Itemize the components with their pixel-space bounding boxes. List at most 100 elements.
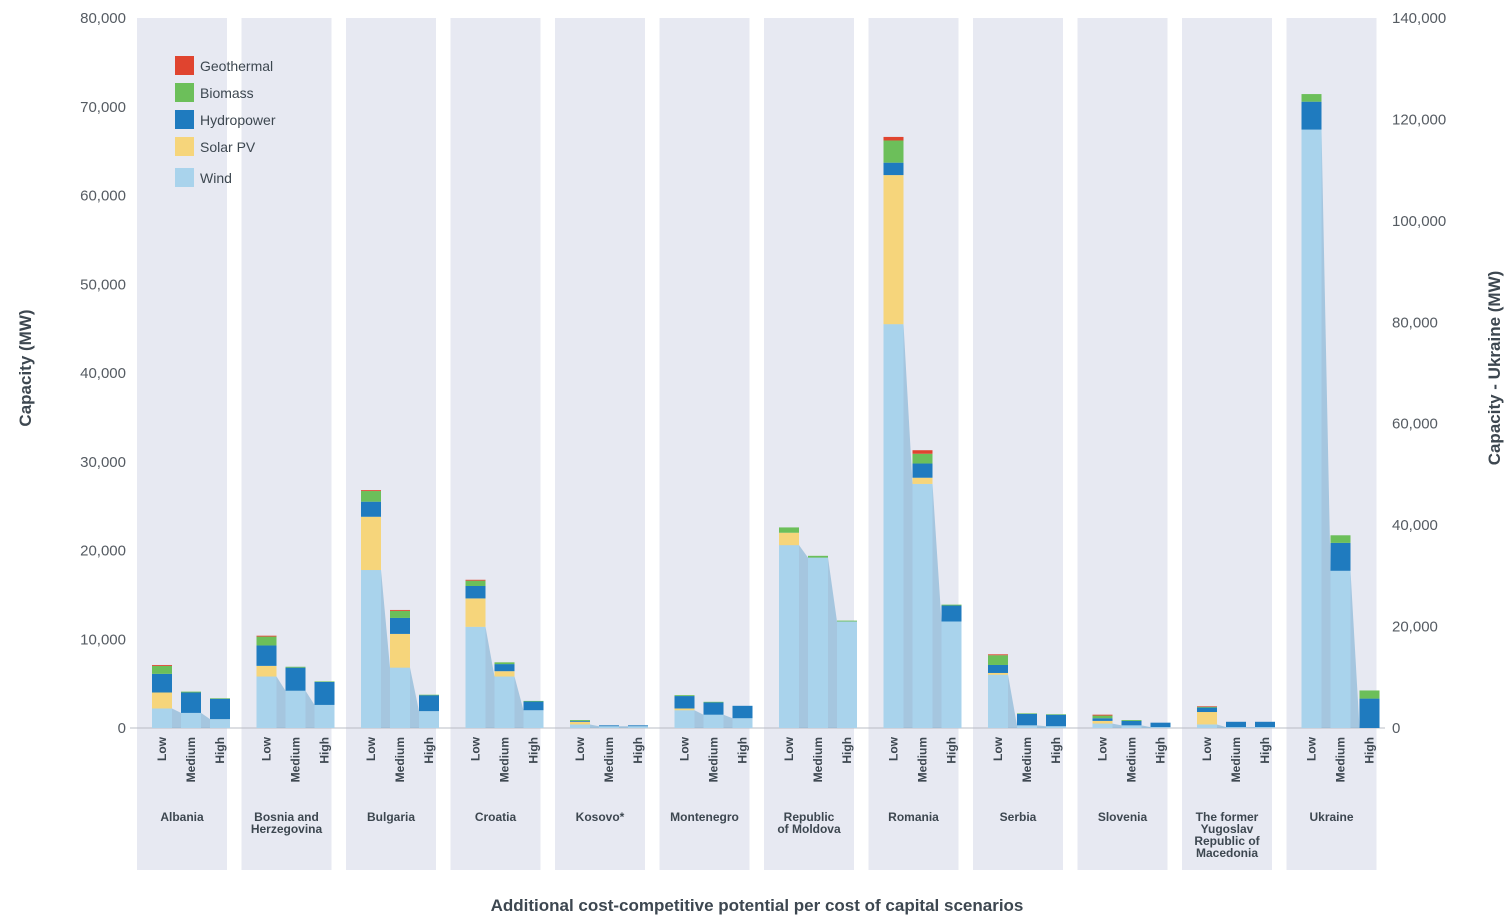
scenario-label: Medium <box>1125 737 1139 782</box>
y-tick-left: 40,000 <box>80 365 126 382</box>
scenario-label: High <box>840 737 854 764</box>
bar-segment-solar-pv <box>390 633 410 668</box>
scenario-label: Low <box>1305 736 1319 761</box>
bar-segment-wind <box>599 726 619 728</box>
y-tick-left: 0 <box>118 720 126 737</box>
bar-segment-geothermal <box>465 579 486 581</box>
scenario-label: High <box>1258 737 1272 764</box>
wind-trend-wedges <box>152 129 1360 729</box>
bar-segment-biomass <box>1197 706 1217 708</box>
bar-segment-hydropower <box>419 695 439 712</box>
bar-segment-hydropower <box>703 702 724 715</box>
y-tick-right: 0 <box>1392 720 1400 737</box>
scenario-label: Medium <box>811 737 825 782</box>
bar-segment-solar-pv <box>256 665 277 677</box>
scenario-label: Low <box>678 736 692 761</box>
scenario-label: High <box>422 737 436 764</box>
bar-segment-biomass <box>314 681 335 683</box>
bar-segment-wind <box>494 676 515 728</box>
scenario-label: Low <box>364 736 378 761</box>
scenario-label: High <box>945 737 959 764</box>
bar-segment-hydropower <box>1046 714 1066 727</box>
legend-label: Geothermal <box>200 58 273 74</box>
country-label: Romania <box>888 810 939 824</box>
bar-segment-wind <box>732 718 753 728</box>
legend-swatch <box>175 110 194 129</box>
bar-segment-geothermal <box>883 136 904 141</box>
bar-segment-solar-pv <box>912 477 933 484</box>
bar-segment-biomass <box>523 700 544 702</box>
bar-segment-solar-pv <box>1092 720 1113 724</box>
bar-segment-solar-pv <box>988 672 1008 675</box>
country-label: Ukraine <box>1309 810 1353 824</box>
bar-segment-solar-pv <box>779 532 799 546</box>
bar-segment-biomass <box>181 691 201 693</box>
bar-segment-solar-pv <box>674 708 695 711</box>
bar-segment-biomass <box>703 701 724 703</box>
bar-segment-hydropower <box>1301 101 1322 130</box>
legend-label: Biomass <box>200 85 254 101</box>
country-label: Albania <box>160 810 204 824</box>
bar-segment-biomass <box>674 695 695 697</box>
bar-segment-wind <box>1255 727 1275 728</box>
bar-segment-biomass <box>285 666 306 668</box>
scenario-label: High <box>1154 737 1168 764</box>
bar-segment-hydropower <box>494 664 515 672</box>
scenario-label: Low <box>991 736 1005 761</box>
bar-segment-wind <box>1197 724 1217 728</box>
bar-segment-biomass <box>808 555 828 558</box>
bar-segment-solar-pv <box>883 175 904 325</box>
bar-segment-solar-pv <box>570 721 590 725</box>
country-label: Bulgaria <box>367 810 415 824</box>
bar-segment-wind <box>1092 723 1113 728</box>
legend-swatch <box>175 56 194 75</box>
bar-segment-solar-pv <box>465 598 486 627</box>
legend: Geothermal Biomass Hydropower Solar PV Wind <box>175 56 276 187</box>
bar-segment-hydropower <box>390 617 410 634</box>
scenario-label: High <box>1363 737 1377 764</box>
bar-segment-hydropower <box>314 681 335 705</box>
bar-segment-hydropower <box>570 720 590 722</box>
legend-swatch <box>175 83 194 102</box>
bar-segment-wind <box>570 724 590 728</box>
bar-segment-biomass <box>988 655 1008 665</box>
scenario-label: Medium <box>1229 737 1243 782</box>
scenario-label: Low <box>887 736 901 761</box>
bar-segment-wind <box>390 667 410 728</box>
bar-segment-wind <box>912 483 933 728</box>
country-label: Bosnia and <box>254 810 319 824</box>
bar-segment-hydropower <box>674 696 695 709</box>
y-tick-right: 80,000 <box>1392 314 1438 331</box>
legend-label: Hydropower <box>200 112 276 128</box>
scenario-label: Medium <box>498 737 512 782</box>
scenario-label: Low <box>782 736 796 761</box>
bar-segment-hydropower <box>181 692 201 713</box>
bar-segment-geothermal <box>361 490 381 492</box>
bar-segment-geothermal <box>1092 714 1113 716</box>
bar-segment-wind <box>941 621 962 728</box>
bar-segment-wind <box>1046 726 1066 728</box>
bar-segment-hydropower <box>941 605 962 622</box>
bar-segment-biomass <box>1092 715 1113 719</box>
bar-segment-geothermal <box>912 450 933 454</box>
bar-segment-biomass <box>361 491 381 502</box>
bar-segment-biomass <box>912 453 933 464</box>
scenario-label: Medium <box>184 737 198 782</box>
bar-segment-wind <box>314 704 335 728</box>
bar-segment-geothermal <box>988 654 1008 656</box>
bar-segment-wind <box>1121 725 1142 728</box>
bar-segment-wind <box>465 626 486 728</box>
legend-swatch <box>175 168 194 187</box>
y-tick-right: 60,000 <box>1392 416 1438 433</box>
scenario-label: High <box>1049 737 1063 764</box>
country-label: Republic of <box>1194 834 1260 848</box>
y-tick-right: 120,000 <box>1392 111 1446 128</box>
bar-segment-wind <box>628 726 648 728</box>
bar-segment-hydropower <box>1197 707 1217 713</box>
bar-segment-biomass <box>1301 94 1322 102</box>
scenario-label: Low <box>155 736 169 761</box>
bar-segment-biomass <box>1017 713 1037 714</box>
y-tick-right: 20,000 <box>1392 619 1438 636</box>
bar-segment-wind <box>988 674 1008 728</box>
x-axis-title: Additional cost-competitive potential pe… <box>491 896 1024 915</box>
